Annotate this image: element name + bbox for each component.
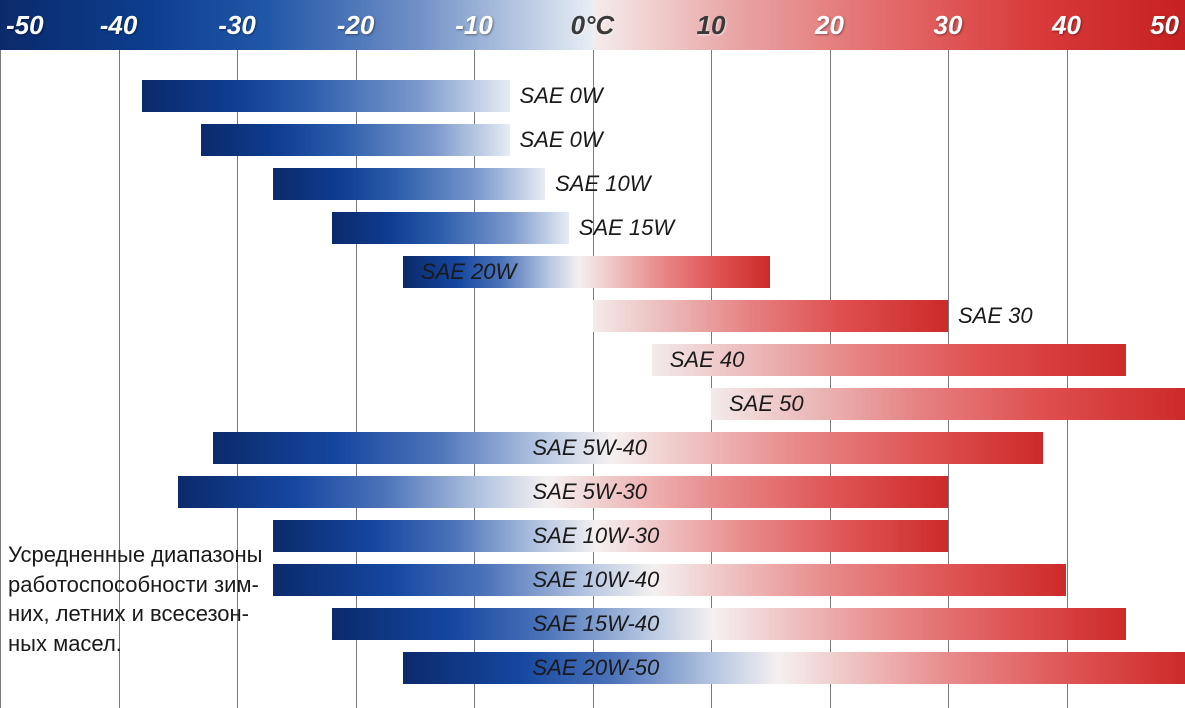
range-bar [332, 212, 569, 244]
range-bar-label: SAE 10W-40 [533, 564, 660, 596]
scale-tick: 10 [697, 0, 726, 50]
scale-tick: 50 [1150, 0, 1179, 50]
scale-tick: -40 [100, 0, 138, 50]
range-bar-label: SAE 30 [958, 300, 1033, 332]
range-bar [273, 564, 1067, 596]
range-bar-label: SAE 20W [421, 256, 516, 288]
range-bar-label: SAE 5W-30 [533, 476, 648, 508]
range-bar [332, 608, 1126, 640]
range-bar-label: SAE 50 [729, 388, 804, 420]
header-gradient-cold [0, 0, 593, 50]
chart-caption: Усредненные диапазоны работоспособности … [8, 540, 288, 659]
range-bar-label: SAE 0W [520, 124, 603, 156]
scale-tick: -30 [218, 0, 256, 50]
scale-tick: 0°C [571, 0, 615, 50]
sae-temperature-range-chart: -50 -40 -30 -20 -10 0°C 10 20 30 40 50 SAE 0W SAE 0… [0, 0, 1185, 708]
range-bar-label: SAE 15W-40 [533, 608, 660, 640]
range-bar-label: SAE 40 [670, 344, 745, 376]
range-bar-label: SAE 0W [520, 80, 603, 112]
range-bar [593, 300, 949, 332]
range-bar [142, 80, 509, 112]
scale-tick: 40 [1052, 0, 1081, 50]
range-bar-label: SAE 5W-40 [533, 432, 648, 464]
scale-tick: -10 [455, 0, 493, 50]
range-bar [273, 168, 546, 200]
header-gradient-hot [593, 0, 1185, 50]
scale-tick: 20 [815, 0, 844, 50]
grid-line [0, 50, 1, 708]
range-bar-label: SAE 10W [555, 168, 650, 200]
range-bar-label: SAE 10W-30 [533, 520, 660, 552]
range-bar [403, 652, 1185, 684]
range-bar-label: SAE 20W-50 [533, 652, 660, 684]
scale-tick: -20 [337, 0, 375, 50]
range-bar-label: SAE 15W [579, 212, 674, 244]
range-bar [201, 124, 509, 156]
scale-tick: -50 [6, 0, 44, 50]
temperature-scale-header: -50 -40 -30 -20 -10 0°C 10 20 30 40 50 [0, 0, 1185, 50]
scale-tick: 30 [934, 0, 963, 50]
